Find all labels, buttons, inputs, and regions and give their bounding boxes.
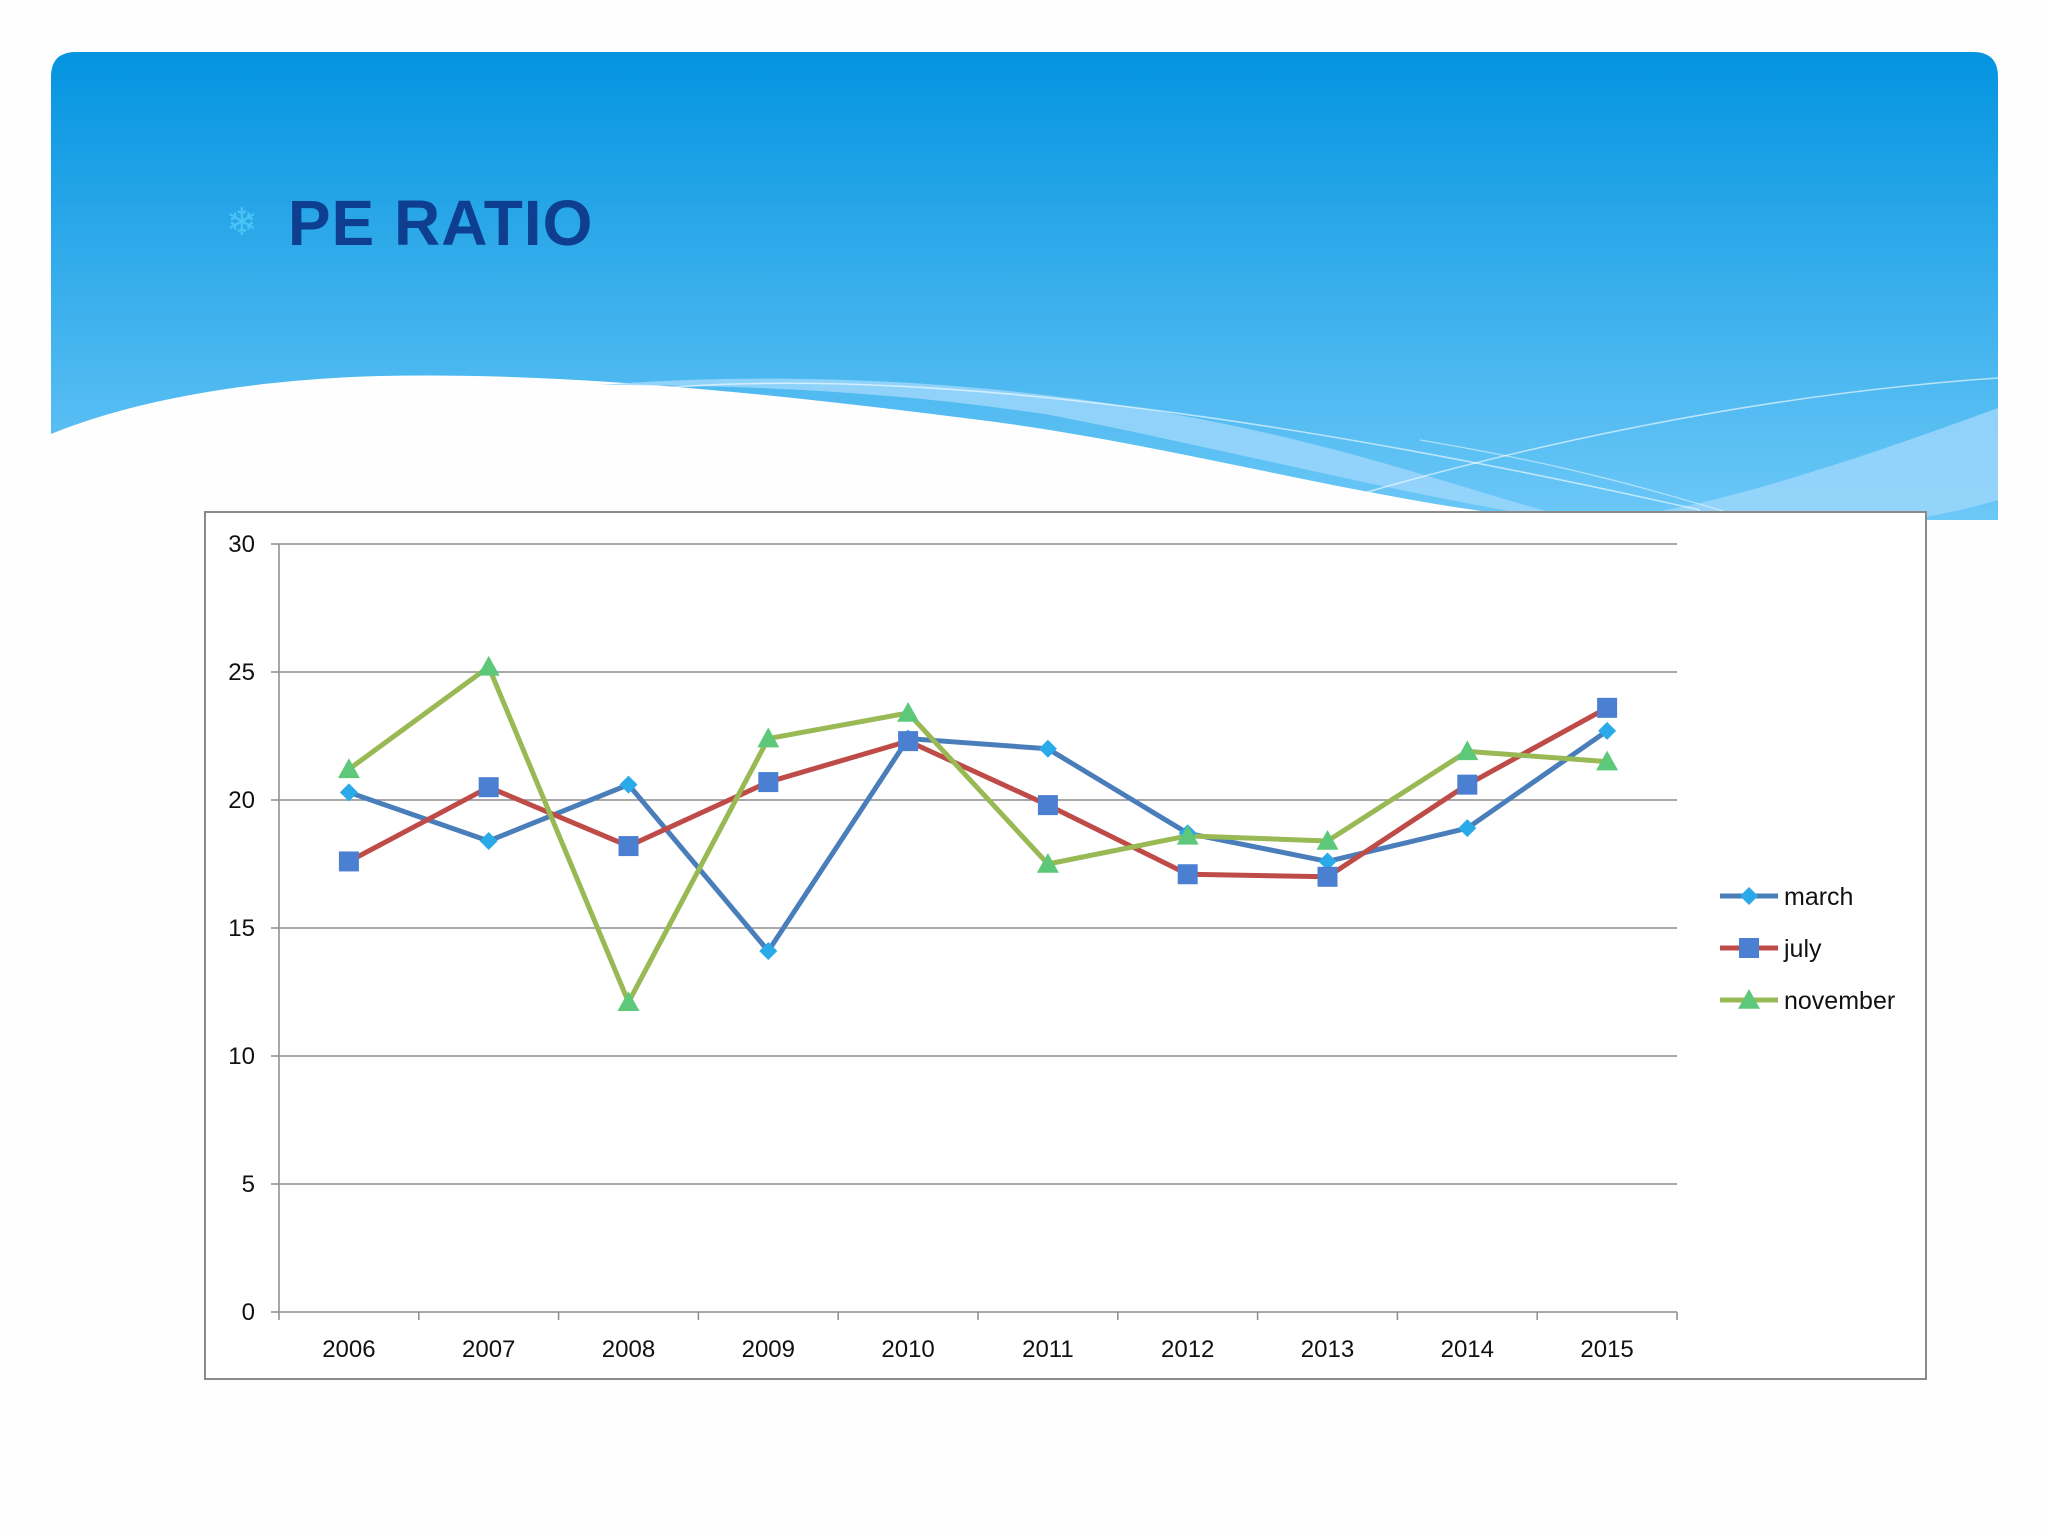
point-july	[618, 836, 639, 857]
line-chart: 0 5 10 15 20 25 30 2006 2007 2008 2009 2010 2011 2012…	[228, 531, 1895, 1363]
slide-title: PE RATIO	[287, 187, 594, 259]
x-tick-label: 2007	[462, 1336, 515, 1363]
series-line-july	[347, 705, 1609, 880]
gridlines	[279, 543, 1677, 1185]
legend-marker-march	[1740, 887, 1758, 905]
x-tick-label: 2012	[1161, 1336, 1214, 1363]
point-november	[1176, 824, 1199, 845]
x-tick-label: 2011	[1022, 1336, 1074, 1363]
banner-wave-line-2	[1299, 377, 1999, 513]
y-tick-label: 20	[228, 787, 255, 814]
x-tick-label: 2014	[1441, 1336, 1494, 1363]
x-tick-label: 2008	[602, 1336, 655, 1363]
x-tick-label: 2006	[322, 1336, 375, 1363]
point-july	[478, 777, 499, 798]
y-tick-label: 5	[242, 1171, 255, 1198]
point-july	[1037, 795, 1058, 816]
point-july	[758, 772, 779, 793]
legend-label-march: march	[1784, 883, 1853, 911]
legend-label-july: july	[1783, 935, 1822, 963]
point-july	[1317, 866, 1338, 887]
point-november	[1456, 740, 1479, 761]
point-july	[1177, 864, 1198, 885]
series-line-march	[348, 728, 1609, 954]
x-tick-label: 2010	[881, 1336, 934, 1363]
y-tick-label: 10	[228, 1043, 255, 1070]
point-november	[477, 655, 500, 676]
axes: 0 5 10 15 20 25 30 2006 2007 2008 2009 2010 2011 2012…	[228, 531, 1678, 1363]
legend: march july november	[1720, 883, 1895, 1015]
legend-marker-november	[1738, 989, 1760, 1009]
banner-background	[51, 52, 1998, 520]
point-march	[1038, 739, 1057, 758]
point-march	[1598, 721, 1617, 740]
point-march	[1458, 819, 1477, 838]
point-july	[1597, 697, 1618, 718]
point-july	[338, 851, 359, 872]
title-row: ❄ PE RATIO	[226, 186, 593, 260]
point-july	[898, 731, 919, 752]
point-november	[1036, 853, 1059, 873]
point-november	[617, 991, 640, 1012]
y-tick-label: 30	[228, 531, 255, 558]
point-november	[757, 727, 780, 748]
point-november	[897, 701, 920, 722]
point-november	[1316, 829, 1339, 850]
y-tick-label: 15	[228, 915, 255, 942]
point-march	[619, 775, 638, 794]
point-november	[1596, 750, 1619, 771]
series	[337, 655, 1619, 1012]
point-march	[339, 783, 358, 802]
y-tick-label: 25	[228, 659, 255, 686]
banner-wave-light	[600, 378, 1998, 531]
legend-marker-july	[1739, 938, 1759, 958]
chart-frame: 0 5 10 15 20 25 30 2006 2007 2008 2009 2010 2011 2012…	[204, 511, 1927, 1380]
banner-wave-line-1	[619, 382, 1701, 511]
x-tick-label: 2015	[1580, 1336, 1633, 1363]
snowflake-bullet-icon: ❄	[226, 202, 258, 244]
point-november	[337, 758, 360, 779]
legend-label-november: november	[1784, 987, 1895, 1015]
point-march	[1318, 852, 1337, 871]
point-march	[479, 831, 498, 850]
series-line-november	[347, 664, 1608, 1005]
point-july	[1457, 774, 1478, 795]
x-tick-label: 2009	[742, 1336, 795, 1363]
x-tick-label: 2013	[1301, 1336, 1354, 1363]
y-tick-label: 0	[242, 1299, 255, 1326]
point-march	[759, 942, 778, 961]
